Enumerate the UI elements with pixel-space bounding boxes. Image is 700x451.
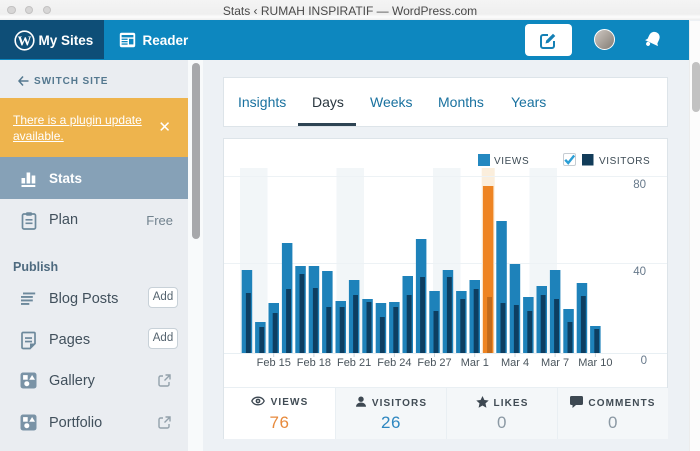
svg-text:Mar 10: Mar 10 xyxy=(578,357,612,369)
svg-text:Mar 4: Mar 4 xyxy=(501,357,529,369)
svg-text:Feb 15: Feb 15 xyxy=(257,357,291,369)
svg-text:Feb 27: Feb 27 xyxy=(417,357,451,369)
svg-text:80: 80 xyxy=(633,179,646,191)
svg-text:W: W xyxy=(18,34,32,49)
svg-text:0: 0 xyxy=(641,355,647,367)
svg-text:Mar 7: Mar 7 xyxy=(541,357,569,369)
svg-text:40: 40 xyxy=(633,266,646,278)
svg-text:Feb 24: Feb 24 xyxy=(377,357,411,369)
svg-text:Mar 1: Mar 1 xyxy=(461,357,489,369)
svg-text:Feb 21: Feb 21 xyxy=(337,357,371,369)
svg-text:Feb 18: Feb 18 xyxy=(297,357,331,369)
